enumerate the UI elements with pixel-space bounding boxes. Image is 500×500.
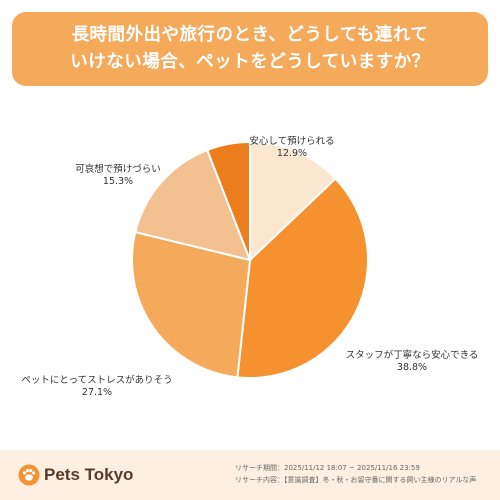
pie-slice xyxy=(131,230,252,379)
slice-label: ペットにとってストレスがありそう xyxy=(21,374,172,386)
pie-slices xyxy=(131,140,370,379)
research-content: リサーチ内容：【意識調査】冬・秋・お留守番に関する飼い主様のリアルな声 xyxy=(235,476,477,484)
pie-slice xyxy=(205,140,251,261)
slice-percent-label: 12.9% xyxy=(277,148,307,159)
slice-percent-label: 15.3% xyxy=(103,176,133,187)
footer: Pets Tokyo リサーチ期間：2025/11/12 18:07 ~ 202… xyxy=(0,450,500,500)
title-banner: 長時間外出や旅行のとき、どうしても連れて いけない場合、ペットをどうしていますか… xyxy=(12,12,488,86)
pie-slice xyxy=(249,140,337,263)
pie-slice xyxy=(236,177,370,379)
slice-label: 安心して預けられる xyxy=(249,135,334,147)
chart-title: 長時間外出や旅行のとき、どうしても連れて いけない場合、ペットをどうしていますか… xyxy=(70,25,430,72)
paw-logo-icon xyxy=(18,464,40,486)
slice-percent-label: 38.8% xyxy=(397,362,427,373)
pie-slice xyxy=(134,148,252,262)
research-period: リサーチ期間：2025/11/12 18:07 ~ 2025/11/16 23:… xyxy=(235,464,420,472)
slice-label: 可哀想で預けづらい xyxy=(75,163,161,175)
brand-name: Pets Tokyo xyxy=(44,465,134,484)
slice-percent-label: 27.1% xyxy=(82,387,112,398)
slice-label: スタッフが丁寧なら安心できる xyxy=(346,349,479,361)
